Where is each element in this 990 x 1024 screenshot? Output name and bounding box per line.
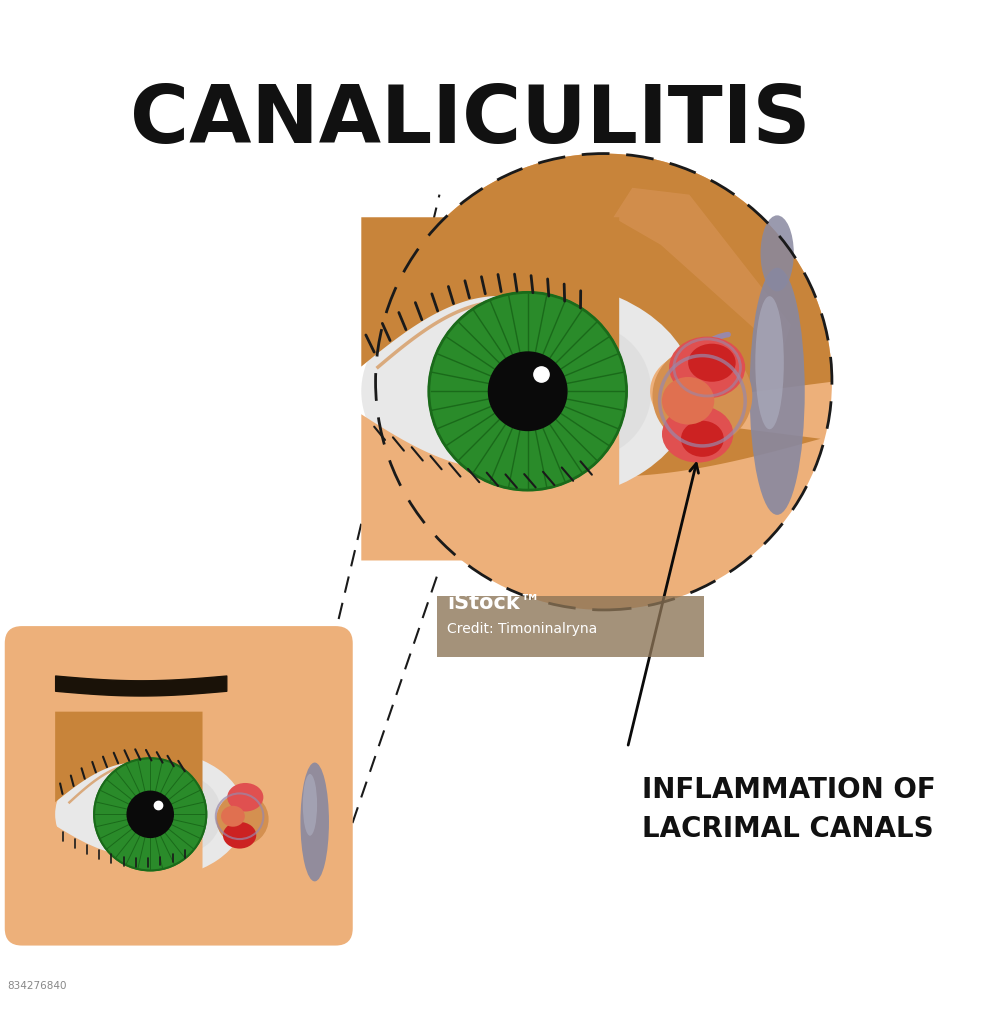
Ellipse shape	[429, 330, 512, 453]
Polygon shape	[55, 712, 203, 802]
FancyBboxPatch shape	[438, 596, 704, 657]
Ellipse shape	[652, 346, 752, 445]
Ellipse shape	[755, 296, 784, 429]
Ellipse shape	[662, 406, 734, 463]
Polygon shape	[55, 825, 203, 918]
Ellipse shape	[681, 421, 724, 457]
Polygon shape	[375, 154, 832, 477]
Text: INFLAMMATION OF
LACRIMAL CANALS: INFLAMMATION OF LACRIMAL CANALS	[642, 776, 936, 844]
Text: iStock™: iStock™	[446, 593, 541, 612]
Circle shape	[428, 292, 628, 492]
Ellipse shape	[760, 215, 794, 292]
Ellipse shape	[688, 344, 736, 382]
Text: Credit: Timoninalryna: Credit: Timoninalryna	[446, 622, 597, 636]
Ellipse shape	[221, 806, 245, 826]
FancyArrowPatch shape	[694, 335, 729, 360]
Polygon shape	[361, 217, 619, 367]
FancyBboxPatch shape	[5, 626, 352, 945]
Ellipse shape	[303, 774, 317, 836]
Ellipse shape	[518, 324, 651, 459]
Polygon shape	[613, 187, 791, 353]
Ellipse shape	[146, 775, 222, 853]
Circle shape	[93, 758, 207, 871]
Ellipse shape	[361, 280, 694, 504]
Ellipse shape	[662, 377, 714, 425]
Ellipse shape	[216, 793, 268, 845]
Circle shape	[488, 351, 567, 431]
Ellipse shape	[669, 337, 745, 398]
Ellipse shape	[228, 783, 263, 811]
Text: 834276840: 834276840	[8, 981, 67, 991]
Circle shape	[375, 154, 832, 610]
Ellipse shape	[55, 750, 246, 879]
Circle shape	[127, 791, 174, 838]
Ellipse shape	[749, 267, 805, 515]
Text: CANALICULITIS: CANALICULITIS	[131, 82, 811, 160]
Ellipse shape	[650, 353, 736, 429]
Ellipse shape	[300, 763, 329, 882]
Ellipse shape	[223, 822, 256, 849]
Polygon shape	[361, 415, 619, 560]
